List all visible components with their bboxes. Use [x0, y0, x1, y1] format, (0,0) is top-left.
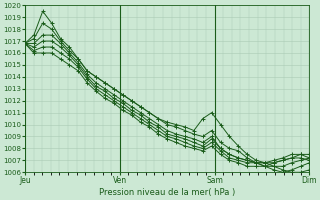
X-axis label: Pression niveau de la mer( hPa ): Pression niveau de la mer( hPa ) — [99, 188, 235, 197]
